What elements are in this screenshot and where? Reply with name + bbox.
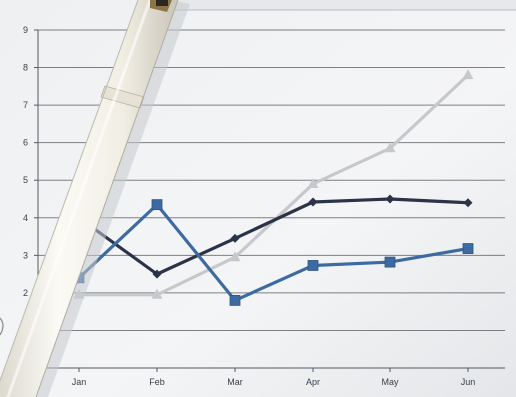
- y-tick-label: 8: [23, 63, 28, 73]
- pen: [0, 0, 190, 397]
- y-tick-label: 2: [23, 288, 28, 298]
- data-point-square: [384, 256, 396, 268]
- data-point-square: [151, 199, 163, 211]
- y-tick-label: 9: [23, 25, 28, 35]
- data-point-diamond: [230, 233, 240, 243]
- x-tick-label: Jun: [461, 377, 476, 387]
- data-point-triangle: [229, 251, 241, 262]
- data-point-diamond: [152, 269, 162, 279]
- x-tick-label: Mar: [227, 377, 243, 387]
- data-point-triangle: [462, 69, 474, 80]
- data-point-diamond: [385, 194, 395, 204]
- x-axis-ticks: Jan Feb Mar Apr May Jun: [72, 368, 476, 387]
- paper-top-edge: [160, 0, 516, 10]
- y-tick-label: 6: [23, 138, 28, 148]
- pen-cap-band: [100, 85, 145, 109]
- x-tick-label: May: [381, 377, 399, 387]
- data-point-triangle: [151, 288, 163, 299]
- y-tick-label: 3: [23, 250, 28, 260]
- data-point-square: [462, 243, 474, 254]
- pen-clip-tip: [156, 0, 168, 6]
- data-point-triangle: [307, 177, 319, 188]
- data-point-triangle: [384, 142, 396, 153]
- series-line: [77, 197, 470, 276]
- series-line: [77, 203, 470, 302]
- pen-grip-line: [0, 317, 4, 336]
- y-tick-label: 7: [23, 100, 28, 110]
- pen-highlight: [6, 0, 152, 397]
- data-point-square: [229, 294, 241, 306]
- data-point-diamond: [463, 198, 473, 208]
- data-point-diamond: [308, 197, 318, 207]
- x-tick-label: Apr: [306, 377, 320, 387]
- y-tick-label: 4: [23, 213, 28, 223]
- series-lines: [73, 69, 474, 306]
- y-tick-label: 5: [23, 175, 28, 185]
- data-point-square: [307, 260, 319, 271]
- pen-edge-left: [0, 0, 139, 382]
- pen-edge-right: [35, 0, 179, 397]
- x-tick-label: Feb: [149, 377, 165, 387]
- x-tick-label: Jan: [72, 377, 87, 387]
